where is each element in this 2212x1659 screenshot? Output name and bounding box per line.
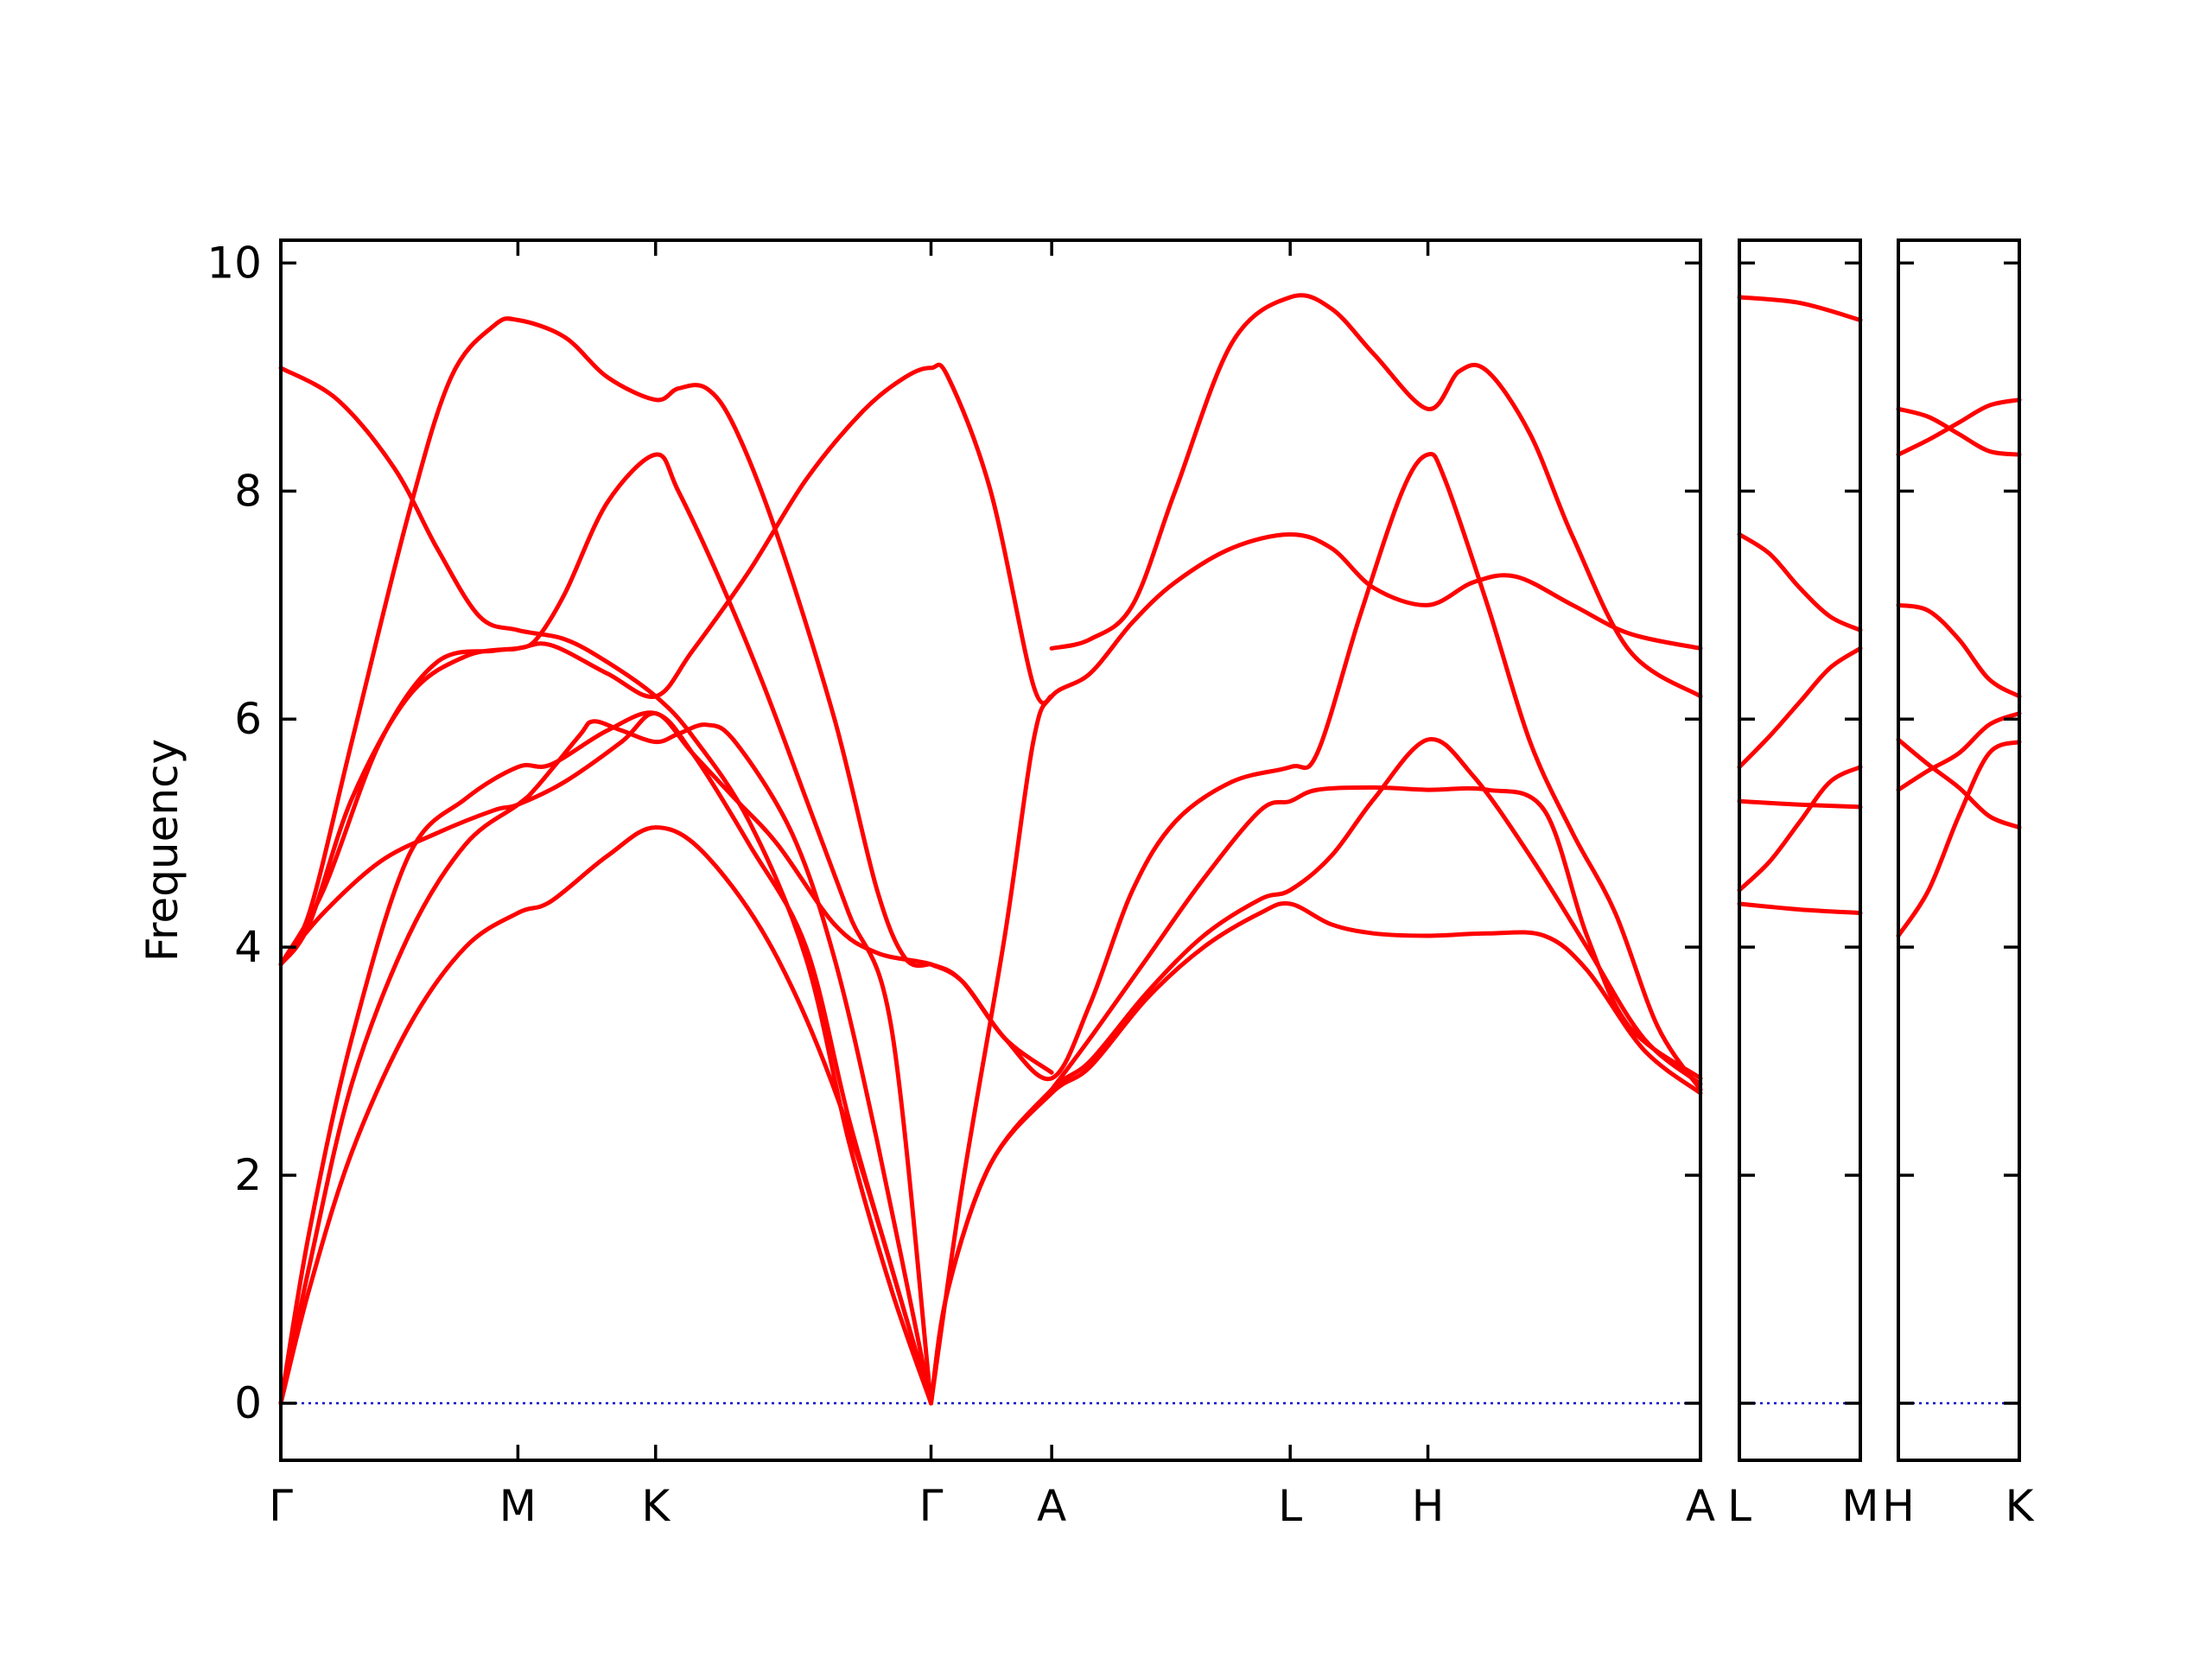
kpoint-label: A: [1686, 1481, 1715, 1531]
kpoint-label: L: [1278, 1481, 1302, 1531]
band-line-1: [1737, 901, 1863, 916]
band-line-8: [278, 452, 933, 1406]
kpoint-label: M: [499, 1481, 537, 1531]
band-line-3: [1896, 737, 2022, 830]
kpoint-label: Γ: [269, 1481, 293, 1531]
panel-frame: [1897, 238, 2021, 1462]
y-tick-label: 6: [234, 694, 262, 744]
band-line-5: [278, 362, 1054, 967]
band-line-12: [929, 452, 1703, 1092]
kpoint-label: K: [641, 1481, 671, 1531]
kpoint-label: Γ: [919, 1481, 944, 1531]
panel-frame: [279, 238, 1702, 1462]
y-axis-label: Frequency: [137, 739, 188, 962]
band-line-14: [1049, 293, 1703, 699]
y-tick-label: 10: [207, 238, 262, 288]
band-line-7: [278, 365, 933, 1406]
band-line-1: [1896, 740, 2022, 938]
panel-1: 0 2 4 6 8 10 Γ M K Γ A L H A: [207, 238, 1715, 1531]
y-tick-label: 8: [234, 466, 262, 516]
kpoint-label: A: [1037, 1481, 1066, 1531]
band-line-3: [278, 710, 933, 1406]
band-line-11: [929, 532, 1703, 1406]
band-line-4: [1737, 645, 1863, 770]
band-line-6: [278, 316, 933, 969]
band-line-13: [1049, 785, 1703, 1092]
band-line-1: [278, 825, 933, 1406]
band-line-5: [1737, 532, 1863, 632]
band-line-6: [1737, 295, 1863, 322]
band-line-4: [1896, 602, 2022, 699]
kpoint-label: H: [1882, 1481, 1915, 1531]
band-line-4: [278, 711, 1054, 1075]
band-line-9: [929, 900, 1703, 1406]
kpoint-label: H: [1412, 1481, 1445, 1531]
y-tick-label: 2: [234, 1150, 262, 1200]
kpoint-label: K: [2005, 1481, 2035, 1531]
band-line-10: [929, 737, 1703, 1406]
band-line-2: [1896, 711, 2022, 792]
band-line-2: [278, 719, 933, 1406]
band-line-5: [1896, 397, 2022, 457]
band-line-2: [1737, 765, 1863, 893]
y-tick-label: 0: [234, 1378, 262, 1428]
kpoint-label: L: [1727, 1481, 1751, 1531]
band-line-6: [1896, 406, 2022, 457]
band-line-3: [1737, 798, 1863, 810]
kpoint-label: M: [1841, 1481, 1878, 1531]
y-tick-label: 4: [234, 922, 262, 972]
panel-frame: [1738, 238, 1862, 1462]
